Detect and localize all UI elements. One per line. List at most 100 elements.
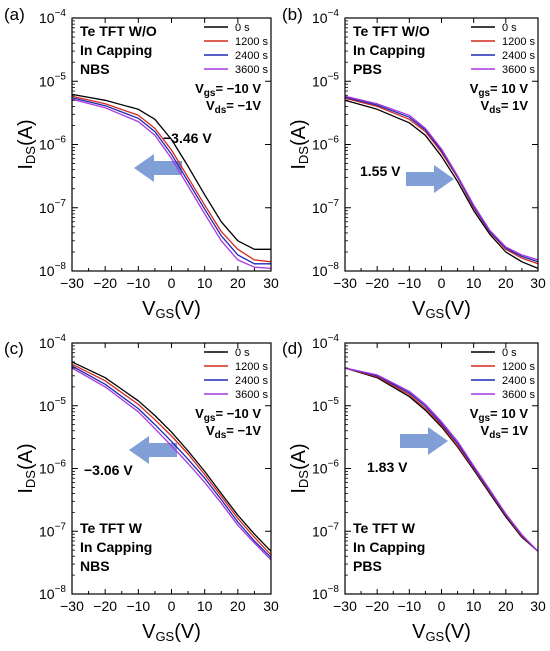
series-line-0s	[344, 367, 539, 552]
x-tick-label: 30	[530, 598, 546, 614]
panel-c: (c) −30 −20 −10 0 10 20 30 10−8 10−7 10−6 10−5 10−4 I…	[4, 333, 279, 644]
series-line-3600s	[71, 367, 272, 561]
series-line-3600s	[71, 98, 272, 270]
x-tick-label: −20	[365, 598, 389, 614]
device-annotation: PBS	[353, 558, 382, 574]
bias-condition: Vgs= −10 V	[195, 81, 261, 99]
x-axis-label: VGS(V)	[142, 298, 201, 321]
y-tick-label: 10−8	[39, 261, 66, 279]
series-line-3600s	[344, 367, 539, 552]
device-annotation: In Capping	[80, 539, 152, 555]
panel-label: (c)	[4, 339, 24, 358]
series-line-1200s	[71, 95, 272, 263]
x-tick-label: 20	[230, 598, 246, 614]
y-tick-label: 10−5	[39, 71, 66, 89]
bias-condition: Vds= 1V	[481, 423, 529, 441]
y-tick-label: 10−6	[312, 459, 339, 477]
series-line-2400s	[71, 365, 272, 559]
y-tick-label: 10−6	[312, 135, 339, 153]
shift-arrow-icon	[129, 436, 177, 464]
legend-entry: 0 s	[502, 347, 517, 359]
legend-entry: 2400 s	[235, 375, 269, 387]
device-annotation: Te TFT W/O	[80, 23, 157, 39]
legend-entry: 1200 s	[502, 36, 536, 48]
shift-arrow-icon	[134, 154, 182, 182]
y-tick-label: 10−4	[312, 8, 339, 26]
panel-d: (d) −30 −20 −10 0 10 20 30 10−8 10−7 10−6 10−5 10−4 I…	[282, 333, 546, 644]
x-axis-label: VGS(V)	[412, 621, 471, 644]
y-tick-label: 10−5	[312, 396, 339, 414]
x-tick-label: −20	[93, 275, 117, 291]
panel-label: (a)	[4, 5, 25, 24]
y-tick-label: 10−8	[39, 584, 66, 602]
series-line-1200s	[71, 363, 272, 556]
y-axis-label: IDS(A)	[15, 443, 38, 493]
x-tick-label: 30	[530, 275, 546, 291]
shift-label: −3.46 V	[163, 130, 212, 146]
device-annotation: NBS	[80, 558, 110, 574]
y-tick-label: 10−7	[39, 521, 66, 539]
panel-b: (b) −30 −20 −10 0 10 20 30 10−8 10−7 10−6 10−5 10−4 I…	[282, 5, 546, 321]
x-tick-label: −10	[126, 598, 150, 614]
device-annotation: In Capping	[80, 42, 152, 58]
series-line-3600s	[344, 95, 539, 261]
bias-condition: Vgs= 10 V	[470, 81, 529, 99]
bias-condition: Vds= −1V	[206, 98, 261, 116]
x-tick-label: −30	[60, 275, 84, 291]
legend-entry: 3600 s	[235, 64, 269, 76]
x-tick-label: 10	[197, 275, 213, 291]
x-tick-label: 20	[498, 598, 514, 614]
x-tick-label: 10	[197, 598, 213, 614]
legend-entry: 3600 s	[235, 389, 269, 401]
y-tick-label: 10−4	[39, 8, 66, 26]
x-tick-label: −10	[397, 598, 421, 614]
legend-entry: 1200 s	[235, 361, 269, 373]
legend-entry: 3600 s	[502, 64, 536, 76]
y-tick-label: 10−6	[39, 459, 66, 477]
device-annotation: PBS	[353, 61, 382, 77]
x-tick-label: 0	[438, 598, 446, 614]
y-tick-label: 10−4	[39, 333, 66, 351]
legend-entry: 0 s	[235, 22, 250, 34]
x-tick-label: 0	[168, 598, 176, 614]
shift-label: 1.83 V	[367, 459, 408, 475]
y-axis-label: IDS(A)	[288, 119, 311, 169]
y-tick-label: 10−8	[312, 261, 339, 279]
legend-entry: 3600 s	[502, 389, 536, 401]
series-line-0s	[344, 99, 539, 270]
device-annotation: Te TFT W	[353, 520, 416, 536]
device-annotation: Te TFT W	[80, 520, 143, 536]
x-tick-label: 0	[168, 275, 176, 291]
x-tick-label: −10	[126, 275, 150, 291]
y-axis-label: IDS(A)	[288, 443, 311, 493]
legend-entry: 2400 s	[235, 50, 269, 62]
legend-entry: 1200 s	[502, 361, 536, 373]
y-tick-label: 10−7	[312, 198, 339, 216]
y-tick-label: 10−5	[39, 396, 66, 414]
bias-condition: Vgs= −10 V	[195, 406, 261, 424]
shift-label: 1.55 V	[360, 163, 401, 179]
legend-entry: 1200 s	[235, 36, 269, 48]
bias-condition: Vds= −1V	[206, 423, 261, 441]
x-tick-label: −20	[365, 275, 389, 291]
series-line-0s	[71, 93, 271, 250]
y-tick-label: 10−7	[39, 198, 66, 216]
y-tick-label: 10−7	[312, 521, 339, 539]
x-tick-label: −30	[333, 598, 357, 614]
y-tick-label: 10−5	[312, 71, 339, 89]
panel-label: (b)	[282, 5, 303, 24]
panel-a: (a) −30 −20 −10 0 10 20 30 10−8 10−7 10−6 10−5 10−4 I…	[4, 5, 279, 321]
x-tick-label: −30	[333, 275, 357, 291]
x-tick-label: −10	[397, 275, 421, 291]
x-tick-label: 30	[263, 598, 279, 614]
legend-entry: 2400 s	[502, 50, 536, 62]
series-line-0s	[71, 361, 272, 552]
legend-entry: 0 s	[502, 22, 517, 34]
y-axis-label: IDS(A)	[15, 119, 38, 169]
x-tick-label: 10	[466, 598, 482, 614]
shift-arrow-icon	[400, 427, 448, 455]
device-annotation: In Capping	[353, 42, 425, 58]
series-line-2400s	[71, 97, 271, 265]
x-tick-label: 10	[466, 275, 482, 291]
